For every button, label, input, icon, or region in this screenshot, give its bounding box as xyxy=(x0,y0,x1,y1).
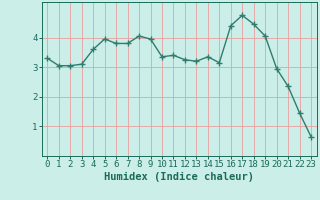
X-axis label: Humidex (Indice chaleur): Humidex (Indice chaleur) xyxy=(104,172,254,182)
